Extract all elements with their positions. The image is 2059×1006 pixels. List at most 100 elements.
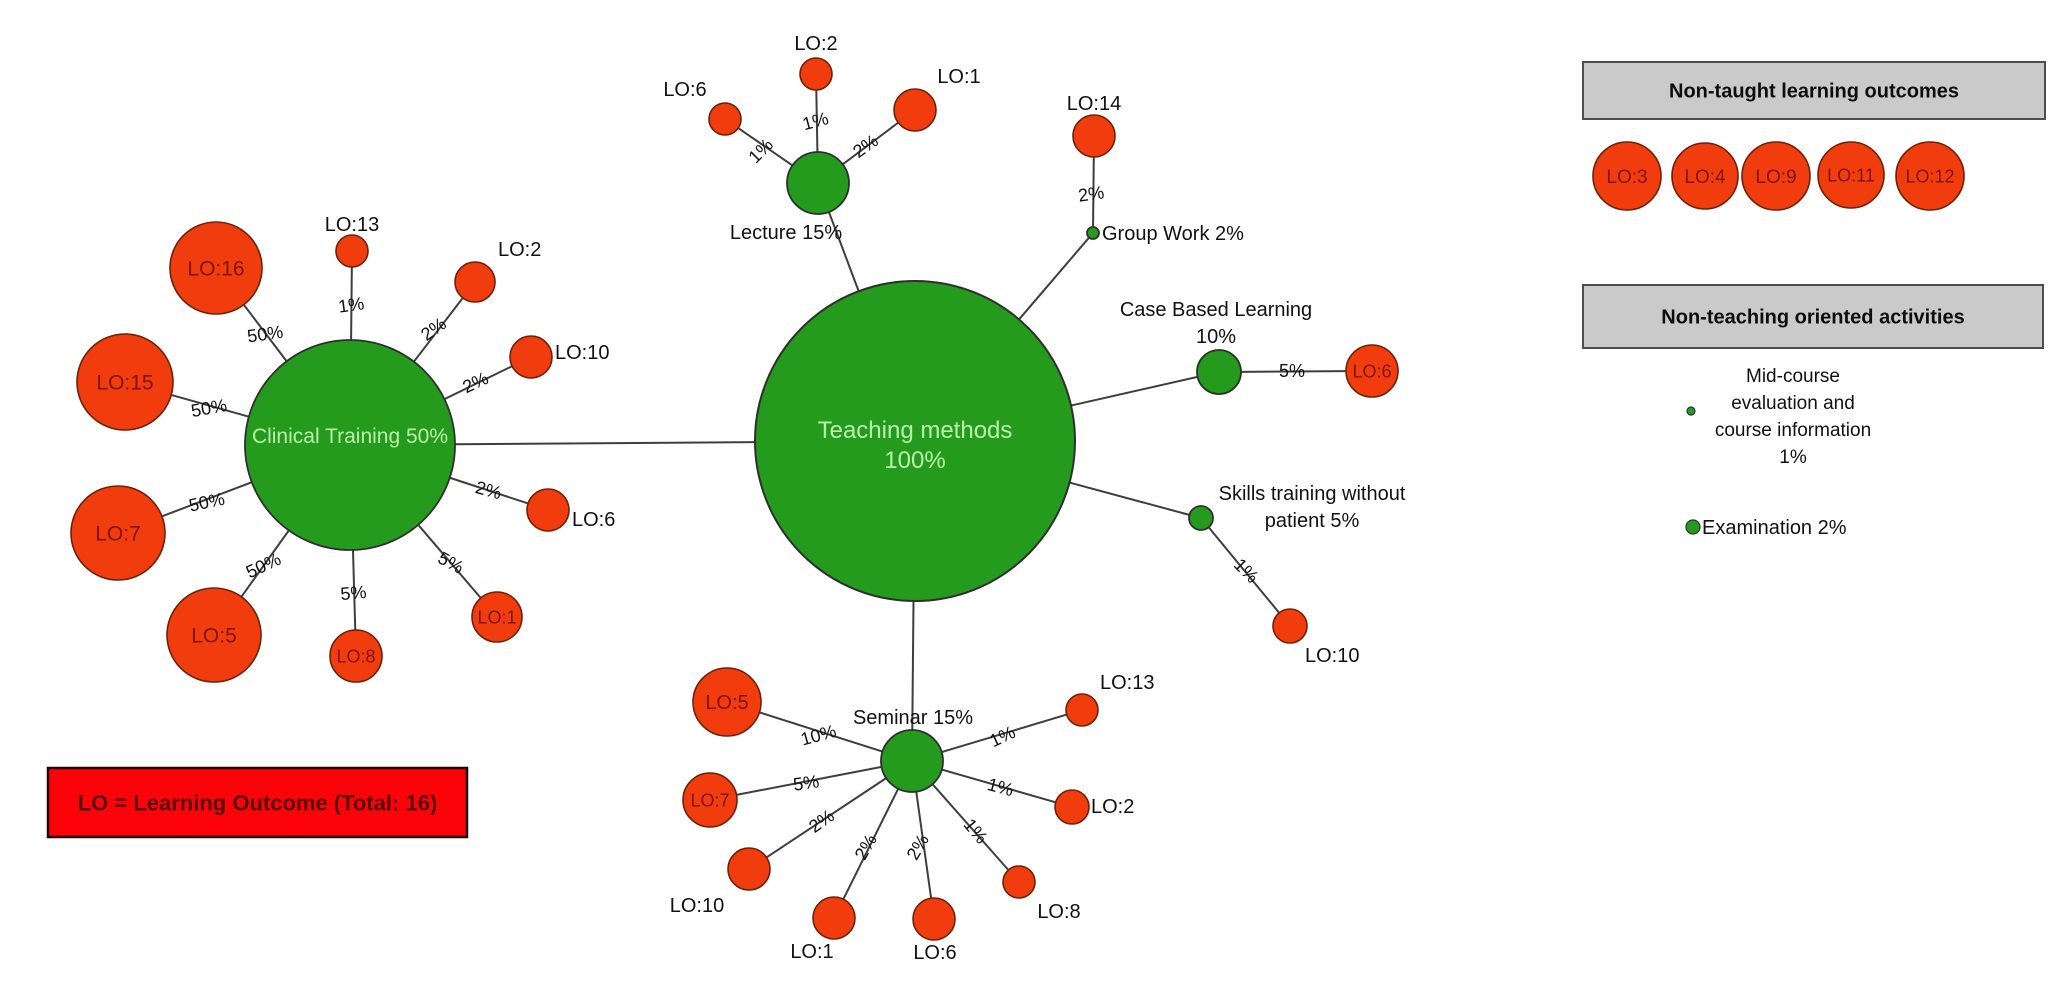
node-label-group-work: Group Work 2%: [1102, 223, 1244, 245]
node-clinical-training-lo16: [169, 221, 263, 315]
node-label-clinical-training-lo6: LO:6: [572, 509, 615, 531]
edge-pct-case-based-learning-lo6: 5%: [1279, 361, 1305, 381]
edge-pct-clinical-training-lo2: 2%: [417, 313, 450, 344]
node-label-clinical-training-lo8: LO:8: [336, 646, 375, 666]
node-clinical-training-lo8: [329, 629, 383, 683]
node-seminar-lo6: [912, 897, 956, 941]
node-label-lo12: LO:12: [1905, 166, 1954, 186]
edge-group-work-lo14: [1092, 156, 1095, 228]
edge-clinical-training-lo7: [161, 481, 253, 518]
node-label-lo3: LO:3: [1606, 167, 1647, 188]
node-non-taught-learning-outcomes-lo12: [1895, 141, 1965, 211]
edge-clinical-training-lo6: [449, 476, 529, 505]
node-seminar-lo8: [1002, 865, 1036, 899]
edge-pct-seminar-lo1: 2%: [851, 831, 881, 864]
edge-pct-clinical-training-lo6: 2%: [473, 477, 503, 503]
node-non-taught-learning-outcomes-lo3: [1592, 141, 1662, 211]
edge-clinical-training-lo2: [413, 297, 464, 363]
node-clinical-training-lo6: [526, 488, 570, 532]
node-case-based-learning-lo6: [1345, 344, 1399, 398]
edge-seminar-lo6: [915, 791, 933, 899]
node-non-taught-learning-outcomes-lo9: [1741, 141, 1811, 211]
edge-pct-seminar-lo7: 5%: [792, 771, 821, 794]
edge-seminar-lo10: [765, 777, 887, 859]
edge-pct-seminar-lo2: 1%: [985, 774, 1015, 800]
edge-pct-group-work-lo14: 2%: [1077, 182, 1106, 205]
edge-pct-clinical-training-lo5: 50%: [243, 549, 284, 582]
activity-label-mid-course-evaluation: Mid-course: [1746, 366, 1840, 387]
node-lecture-lo2: [799, 57, 833, 91]
edge-seminar-lo8: [931, 783, 1010, 871]
node-seminar-lo10: [727, 847, 771, 891]
edge-clinical-training-lo8: [351, 549, 357, 631]
edge-teaching-methods-skills-training-without-patient: [1069, 481, 1190, 516]
edge-pct-seminar-lo13: 1%: [986, 722, 1018, 751]
edge-pct-clinical-training-lo8: 5%: [340, 582, 368, 604]
edge-seminar-lo2: [941, 768, 1056, 804]
edge-clinical-training-lo10: [443, 365, 513, 400]
edge-seminar-lo5: [759, 711, 883, 753]
edge-skills-training-without-patient-lo10: [1207, 526, 1280, 614]
node-clinical-training-lo13: [335, 234, 369, 268]
node-seminar-lo2: [1054, 789, 1090, 825]
node-label-clinical-training-lo16: LO:16: [187, 258, 244, 281]
edge-lecture-lo1: [842, 121, 899, 166]
edge-pct-clinical-training-lo7: 50%: [187, 489, 226, 516]
edge-pct-lecture-lo2: 1%: [800, 108, 830, 134]
edge-teaching-methods-clinical-training: [454, 441, 756, 446]
node-label-seminar-lo2: LO:2: [1091, 796, 1134, 818]
dot-examination: [1685, 519, 1701, 535]
node-label-clinical-training-lo13: LO:13: [325, 214, 379, 236]
edge-clinical-training-lo1: [417, 524, 482, 599]
edge-case-based-learning-lo6: [1240, 370, 1347, 373]
node-label-seminar-lo1: LO:1: [790, 941, 833, 963]
node-lecture-lo6: [708, 102, 742, 136]
node-label-skills-training-without-patient-lo10: LO:10: [1305, 645, 1359, 667]
node-label-seminar-lo8: LO:8: [1037, 901, 1080, 923]
legend-label: LO = Learning Outcome (Total: 16): [78, 791, 438, 816]
edge-seminar-lo1: [842, 788, 900, 900]
node-label-clinical-training-lo2: LO:2: [498, 239, 541, 261]
node-teaching-methods: [754, 280, 1076, 602]
edge-pct-clinical-training-lo10: 2%: [459, 368, 491, 397]
node-label-seminar: Seminar 15%: [853, 707, 973, 729]
node-non-taught-learning-outcomes-lo4: [1671, 142, 1739, 210]
node-label-skills-training-without-patient: Skills training without: [1219, 483, 1406, 505]
node-label-seminar-lo5: LO:5: [705, 692, 748, 714]
activity-label-mid-course-evaluation: 1%: [1779, 447, 1807, 468]
node-label-teaching-methods: 100%: [884, 447, 945, 474]
dot-mid-course-evaluation: [1686, 406, 1696, 416]
edge-clinical-training-lo16: [242, 304, 288, 362]
node-label-lecture-lo1: LO:1: [937, 66, 980, 88]
edge-teaching-methods-group-work: [1018, 236, 1090, 321]
node-case-based-learning: [1196, 349, 1242, 395]
activity-label-examination: Examination 2%: [1702, 517, 1847, 539]
node-skills-training-without-patient: [1188, 505, 1214, 531]
edge-pct-clinical-training-lo13: 1%: [337, 293, 366, 316]
node-seminar-lo7: [682, 772, 738, 828]
node-clinical-training-lo15: [76, 333, 174, 431]
node-label-teaching-methods: Teaching methods: [818, 417, 1013, 444]
node-seminar: [880, 729, 944, 793]
activity-label-mid-course-evaluation: evaluation and: [1731, 393, 1855, 414]
node-label-seminar-lo7: LO:7: [690, 790, 729, 810]
node-label-clinical-training-lo5: LO:5: [191, 625, 237, 648]
legend-box: [46, 766, 469, 839]
node-label-seminar-lo10: LO:10: [670, 895, 724, 917]
node-label-lo11: LO:11: [1827, 165, 1875, 185]
edge-pct-seminar-lo5: 10%: [798, 721, 838, 750]
edge-lecture-lo2: [815, 89, 819, 153]
edge-seminar-lo13: [941, 713, 1067, 754]
panel-title-non-taught-learning-outcomes: Non-taught learning outcomes: [1669, 81, 1959, 103]
edge-pct-seminar-lo6: 2%: [903, 831, 933, 864]
edge-seminar-lo7: [736, 765, 882, 796]
node-skills-training-without-patient-lo10: [1272, 608, 1308, 644]
node-label-group-work-lo14: LO:14: [1067, 93, 1121, 115]
edge-pct-clinical-training-lo16: 50%: [246, 322, 284, 347]
edge-clinical-training-lo15: [170, 393, 250, 418]
node-label-lo4: LO:4: [1684, 167, 1726, 188]
node-label-lecture-lo2: LO:2: [794, 33, 837, 55]
panel-box-non-teaching-oriented-activities: [1582, 284, 2044, 349]
edge-teaching-methods-case-based-learning: [1070, 375, 1198, 407]
